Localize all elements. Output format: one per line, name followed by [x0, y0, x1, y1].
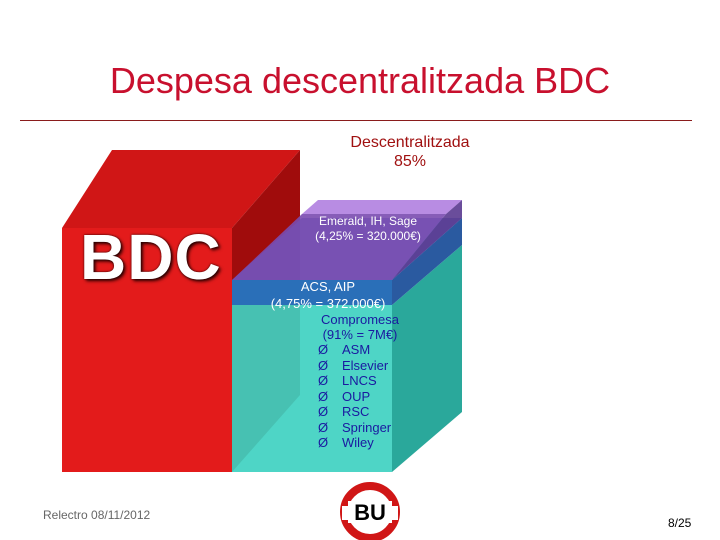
teal-block-side	[392, 245, 462, 472]
footer-date: Relectro 08/11/2012	[43, 508, 151, 522]
list-item: Ø Springer	[318, 420, 418, 436]
bdc-label: BDC	[80, 221, 222, 293]
list-item: Ø ASM	[318, 342, 418, 358]
arrow-bullet-icon: Ø	[318, 373, 329, 388]
emerald-band-top	[302, 200, 462, 214]
arrow-bullet-icon: Ø	[318, 342, 329, 357]
arrow-bullet-icon: Ø	[318, 357, 329, 373]
bdc-block-front	[62, 228, 232, 472]
page-number: 8/25	[668, 516, 692, 530]
title-divider	[20, 120, 692, 121]
emerald-line2: (4,25% = 320.000€)	[315, 229, 421, 243]
arrow-bullet-icon: Ø	[318, 435, 329, 450]
acs-band-side	[392, 218, 462, 305]
publisher-name: Wiley	[342, 435, 374, 450]
slide-title: Despesa descentralitzada BDC	[109, 60, 611, 101]
arrow-bullet-icon: Ø	[318, 388, 329, 404]
compromesa-line2: (91% = 7M€)	[322, 327, 398, 342]
publisher-name: Elsevier	[342, 357, 389, 373]
descentralitzada-percent: 85%	[393, 153, 427, 170]
acs-band-front	[232, 280, 392, 305]
acs-line1: ACS, AIP	[300, 279, 356, 294]
publisher-list: Ø ASM Ø Elsevier Ø LNCS Ø OUP Ø RSC Ø Springer…	[318, 342, 418, 451]
emerald-line1: Emerald, IH, Sage	[318, 214, 418, 228]
publisher-name: LNCS	[342, 373, 377, 388]
arrow-bullet-icon: Ø	[318, 419, 329, 435]
arrow-bullet-icon: Ø	[318, 404, 329, 419]
descentralitzada-text: Descentralitzada	[350, 134, 470, 151]
list-item: Ø RSC	[318, 404, 418, 420]
list-item: Ø OUP	[318, 389, 418, 405]
publisher-name: OUP	[342, 388, 371, 404]
publisher-name: Springer	[342, 419, 392, 435]
teal-block-front	[232, 305, 392, 472]
list-item: Ø Wiley	[318, 435, 418, 451]
bdc-block-top	[62, 150, 300, 228]
compromesa-line1: Compromesa	[320, 312, 400, 327]
list-item: Ø LNCS	[318, 373, 418, 389]
emerald-label: Emerald, IH, Sage (4,25% = 320.000€)	[298, 214, 438, 244]
emerald-band-side	[392, 200, 462, 280]
acs-label: ACS, AIP (4,75% = 372.000€)	[248, 278, 408, 312]
compromesa-label: Compromesa (91% = 7M€)	[300, 312, 420, 342]
acs-line2: (4,75% = 372.000€)	[270, 296, 386, 311]
descentralitzada-label: Descentralitzada 85%	[330, 133, 490, 171]
publisher-name: RSC	[342, 404, 370, 419]
bu-logo: BU	[340, 482, 400, 540]
publisher-name: ASM	[342, 342, 371, 357]
bu-logo-text: BU	[354, 500, 386, 525]
emerald-band-front	[232, 214, 446, 280]
list-item: Ø Elsevier	[318, 358, 418, 374]
